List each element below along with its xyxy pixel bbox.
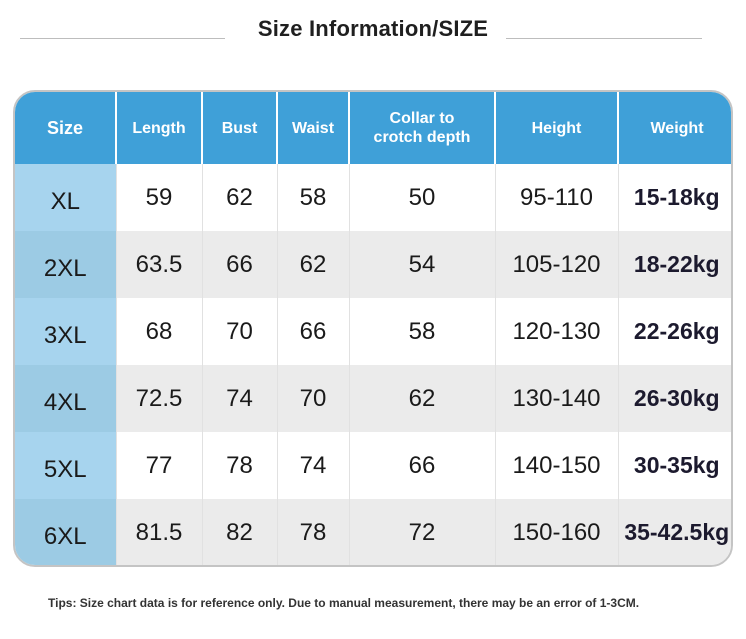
- height-cell: 105-120: [495, 231, 619, 298]
- page-title: Size Information/SIZE: [257, 16, 489, 41]
- header-bust: Bust: [202, 92, 278, 164]
- length-cell: 77: [116, 432, 203, 499]
- collar-cell: 72: [349, 499, 496, 565]
- table-row: XL 59 62 58 50 95-110 15-18kg: [15, 164, 731, 231]
- collar-cell: 54: [349, 231, 496, 298]
- size-cell: 2XL: [15, 231, 117, 298]
- height-cell: 140-150: [495, 432, 619, 499]
- bust-cell: 78: [202, 432, 278, 499]
- table-row: 2XL 63.5 66 62 54 105-120 18-22kg: [15, 231, 731, 298]
- length-cell: 81.5: [116, 499, 203, 565]
- table-header-row: Size Length Bust Waist Collar to crotch …: [15, 92, 731, 164]
- header-length: Length: [116, 92, 203, 164]
- weight-cell: 30-35kg: [618, 432, 731, 499]
- size-cell: 4XL: [15, 365, 117, 432]
- waist-cell: 62: [277, 231, 350, 298]
- table-row: 3XL 68 70 66 58 120-130 22-26kg: [15, 298, 731, 365]
- height-cell: 95-110: [495, 164, 619, 231]
- table-row: 5XL 77 78 74 66 140-150 30-35kg: [15, 432, 731, 499]
- size-cell: 5XL: [15, 432, 117, 499]
- collar-cell: 58: [349, 298, 496, 365]
- header-collar-to-crotch: Collar to crotch depth: [349, 92, 496, 164]
- table-row: 4XL 72.5 74 70 62 130-140 26-30kg: [15, 365, 731, 432]
- bust-cell: 62: [202, 164, 278, 231]
- size-cell: XL: [15, 164, 117, 231]
- weight-cell: 26-30kg: [618, 365, 731, 432]
- waist-cell: 70: [277, 365, 350, 432]
- waist-cell: 78: [277, 499, 350, 565]
- bust-cell: 70: [202, 298, 278, 365]
- height-cell: 150-160: [495, 499, 619, 565]
- tips-note: Tips: Size chart data is for reference o…: [48, 596, 640, 610]
- header-height: Height: [495, 92, 619, 164]
- weight-cell: 15-18kg: [618, 164, 731, 231]
- weight-cell: 35-42.5kg: [618, 499, 731, 565]
- bust-cell: 82: [202, 499, 278, 565]
- table-row: 6XL 81.5 82 78 72 150-160 35-42.5kg: [15, 499, 731, 565]
- length-cell: 72.5: [116, 365, 203, 432]
- header: Size Information/SIZE: [0, 14, 746, 50]
- height-cell: 130-140: [495, 365, 619, 432]
- header-weight: Weight: [618, 92, 731, 164]
- title-rule-right: [506, 38, 702, 39]
- length-cell: 68: [116, 298, 203, 365]
- header-waist: Waist: [277, 92, 350, 164]
- size-cell: 6XL: [15, 499, 117, 565]
- size-table: Size Length Bust Waist Collar to crotch …: [15, 92, 731, 565]
- collar-cell: 50: [349, 164, 496, 231]
- bust-cell: 66: [202, 231, 278, 298]
- collar-cell: 62: [349, 365, 496, 432]
- size-cell: 3XL: [15, 298, 117, 365]
- height-cell: 120-130: [495, 298, 619, 365]
- size-chart-table: Size Length Bust Waist Collar to crotch …: [13, 90, 733, 567]
- bust-cell: 74: [202, 365, 278, 432]
- header-size: Size: [15, 92, 117, 164]
- weight-cell: 18-22kg: [618, 231, 731, 298]
- collar-cell: 66: [349, 432, 496, 499]
- length-cell: 59: [116, 164, 203, 231]
- length-cell: 63.5: [116, 231, 203, 298]
- weight-cell: 22-26kg: [618, 298, 731, 365]
- waist-cell: 66: [277, 298, 350, 365]
- waist-cell: 74: [277, 432, 350, 499]
- waist-cell: 58: [277, 164, 350, 231]
- title-rule-left: [20, 38, 225, 39]
